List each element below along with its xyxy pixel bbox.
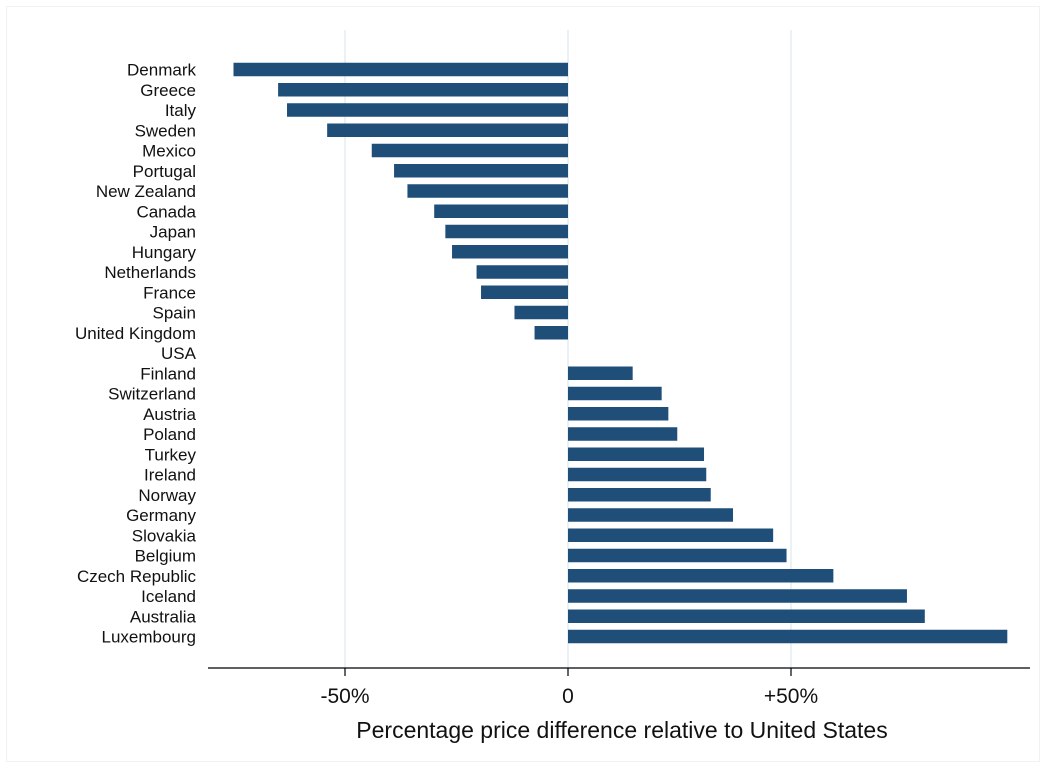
category-label: Germany [126,506,196,525]
category-label: Greece [140,81,196,100]
bar-sweden [327,123,568,137]
bar-greece [278,83,568,97]
x-tick-label: 0 [562,685,574,708]
category-label: Australia [130,607,197,626]
bar-canada [434,204,568,218]
bar-japan [445,224,568,239]
category-label: France [143,283,196,302]
category-label: USA [161,344,197,363]
bar-netherlands [476,265,568,279]
category-label: Slovakia [132,526,197,545]
bar-turkey [568,447,705,461]
bar-mexico [371,143,568,158]
bar-france [481,285,568,299]
category-label: United Kingdom [75,324,196,343]
category-label: Finland [140,364,196,383]
category-label: Sweden [135,121,196,140]
bar-australia [568,609,925,623]
bar-new-zealand [407,184,568,198]
category-label: Portugal [133,162,196,181]
bars [233,62,1008,644]
bar-ireland [568,467,707,482]
x-tick-label: +50% [764,685,818,708]
category-label: Turkey [145,445,197,464]
category-label: Iceland [141,587,196,606]
bar-austria [568,407,669,421]
x-ticks: -50% 0 +50% [320,668,818,708]
category-label: Norway [138,486,196,505]
category-label: Ireland [144,466,196,485]
category-label: Canada [136,202,196,221]
bar-iceland [568,589,907,603]
category-label: New Zealand [96,182,196,201]
category-label: Spain [153,304,196,323]
bar-germany [568,508,734,522]
bar-united-kingdom [534,326,568,340]
category-label: Hungary [132,243,197,262]
category-label: Luxembourg [101,628,196,647]
bar-hungary [452,245,568,259]
bar-finland [568,366,633,380]
bar-denmark [233,62,568,77]
bar-luxembourg [568,629,1008,644]
category-label: Austria [143,405,196,424]
bar-belgium [568,548,787,563]
category-labels: DenmarkGreeceItalySwedenMexicoPortugalNe… [75,61,197,647]
category-label: Japan [150,223,196,242]
category-label: Netherlands [104,263,196,282]
bar-norway [568,488,711,502]
category-label: Mexico [142,142,196,161]
bar-portugal [394,164,568,178]
category-label: Switzerland [108,385,196,404]
category-label: Denmark [127,61,196,80]
x-axis-title: Percentage price difference relative to … [356,717,887,743]
category-label: Poland [143,425,196,444]
category-label: Czech Republic [77,567,197,586]
bar-czech-republic [568,569,834,583]
category-label: Belgium [135,547,196,566]
bar-slovakia [568,528,774,542]
bar-switzerland [568,386,662,401]
bar-italy [287,103,568,117]
category-label: Italy [165,101,197,120]
bar-spain [514,305,568,320]
x-tick-label: -50% [320,685,369,708]
bar-poland [568,427,678,441]
